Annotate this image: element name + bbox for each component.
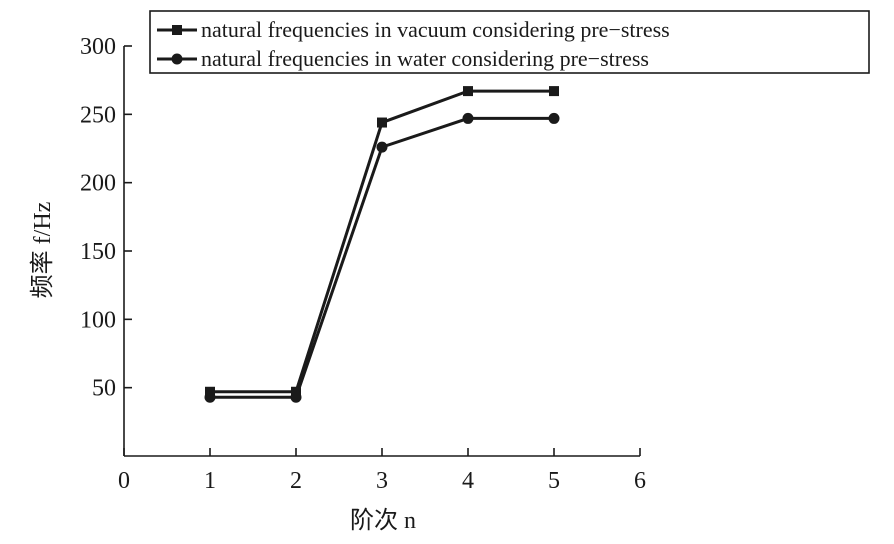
data-point-circle [204,391,216,403]
ticks: 0 1 2 3 4 5 6 50 100 150 200 250 300 [80,34,646,494]
y-tick-label: 200 [80,171,116,197]
data-point-circle [376,141,388,153]
y-axis-title: 频率 f/Hz [29,202,56,299]
y-tick-label: 100 [80,307,116,333]
data-point-circle [290,391,302,403]
axes [123,46,640,457]
x-tick-label: 1 [204,468,216,494]
series-water [204,112,560,403]
data-point-circle [548,112,560,124]
y-tick-label: 150 [80,239,116,265]
legend-marker-circle [171,53,183,65]
x-tick-label: 3 [376,468,388,494]
legend-entry-water: natural frequencies in water considering… [157,46,649,71]
series-line [210,89,554,394]
legend-marker-square [172,25,182,35]
data-point-square [463,86,473,97]
legend-box [149,10,870,74]
data-point-square [549,86,559,97]
legend: natural frequencies in vacuum considerin… [149,10,870,74]
data-point-square [377,117,387,128]
y-tick-label: 50 [92,376,116,402]
x-tick-label: 0 [118,468,130,494]
legend-entry-vacuum: natural frequencies in vacuum considerin… [157,17,670,42]
series-layer [204,86,560,403]
x-tick-label: 2 [290,468,302,494]
x-axis-title: 阶次 n [350,507,416,534]
y-axis-title-text: 频率 f/Hz [29,202,56,299]
legend-label-water: natural frequencies in water considering… [201,46,649,71]
y-tick-label: 300 [80,34,116,60]
x-axis-title-text: 阶次 n [350,507,416,534]
y-tick-label: 250 [80,102,116,128]
x-tick-label: 5 [548,468,560,494]
series-line [210,116,554,399]
x-tick-label: 4 [462,468,474,494]
x-tick-label: 6 [634,468,646,494]
legend-label-vacuum: natural frequencies in vacuum considerin… [201,17,670,42]
data-point-circle [462,112,474,124]
series-vacuum [205,86,559,397]
